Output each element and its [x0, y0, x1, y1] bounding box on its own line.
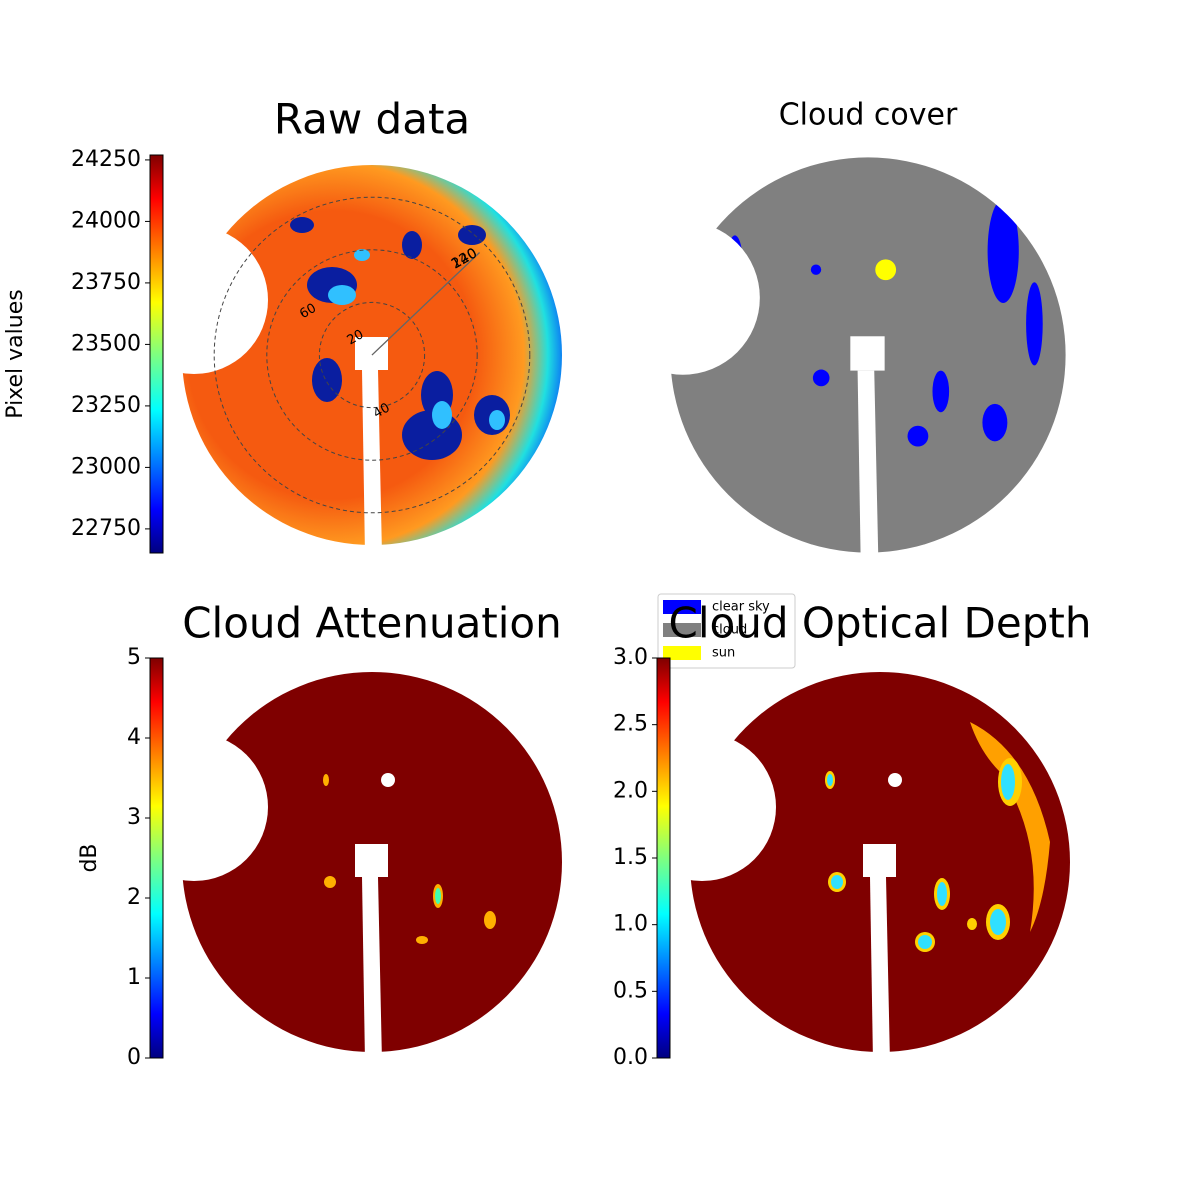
blob: [812, 369, 830, 387]
colorbar-tick-label: 23750: [71, 270, 141, 295]
blob: [967, 918, 977, 930]
sun-hole: [888, 773, 902, 787]
panel-title: Raw data: [274, 95, 470, 144]
blob: [810, 264, 822, 275]
colorbar: [656, 657, 671, 1059]
colorbar-tick-label: 1: [127, 965, 141, 990]
blob: [1001, 764, 1015, 800]
blob: [987, 199, 1019, 303]
colorbar-tick-label: 1.0: [613, 912, 648, 937]
legend-swatch: [663, 600, 701, 614]
colorbar-tick-label: 24250: [71, 147, 141, 172]
panel-title: Cloud Optical Depth: [669, 599, 1092, 648]
sky-panel: [680, 662, 1080, 1062]
blob: [323, 774, 329, 786]
blob: [324, 876, 336, 888]
blob: [435, 888, 441, 904]
colorbar-tick-label: 24000: [71, 208, 141, 233]
sun-hole: [381, 773, 395, 787]
blob: [1026, 282, 1043, 366]
colorbar-label: dB: [77, 843, 102, 872]
blob: [726, 235, 744, 298]
sky-panel: [172, 662, 572, 1062]
colorbar-tick-label: 3.0: [613, 645, 648, 670]
blob: [907, 425, 929, 447]
legend-label: cloud: [712, 623, 747, 638]
blob: [432, 401, 452, 429]
polar-r-label: 40: [371, 400, 393, 421]
legend-swatch: [663, 646, 701, 660]
colorbar-tick-label: 4: [127, 725, 141, 750]
colorbar-tick-label: 22750: [71, 516, 141, 541]
colorbar-tick-label: 3: [127, 805, 141, 830]
blob: [932, 370, 950, 413]
colorbar-tick-label: 23250: [71, 393, 141, 418]
sky-image-group: [680, 662, 1080, 1062]
sky-image-group: [172, 662, 572, 1062]
blob: [354, 249, 370, 261]
polar-angle-line: [371, 252, 480, 356]
colorbar-tick-label: 2.0: [613, 778, 648, 803]
polar-r-label: 60: [297, 301, 319, 322]
polar-grid-circle: [318, 301, 426, 409]
polar-grid-circle: [266, 249, 478, 461]
sky-image: [172, 662, 572, 1062]
legend: clear sky cloud sun: [657, 593, 796, 669]
colorbar-tick-label: 2: [127, 885, 141, 910]
blob: [416, 936, 428, 944]
blob: [918, 935, 932, 949]
colorbar-tick-label: 23500: [71, 331, 141, 356]
colorbar-tick-label: 0: [127, 1045, 141, 1070]
colorbar-tick-label: 23000: [71, 454, 141, 479]
blob: [484, 911, 496, 929]
blob: [328, 285, 356, 305]
blob: [990, 909, 1006, 935]
colorbar-tick-label: 1.5: [613, 845, 648, 870]
panel-title: Cloud Attenuation: [182, 599, 562, 648]
colorbar: [149, 154, 164, 554]
colorbar-label: Pixel values: [3, 289, 28, 418]
panel-title: Cloud cover: [779, 98, 958, 133]
sky-panel: [660, 147, 1076, 563]
polar-r-label: 20: [345, 327, 367, 348]
colorbar-tick-label: 2.5: [613, 712, 648, 737]
blob: [489, 410, 505, 430]
legend-label: clear sky: [712, 600, 770, 615]
legend-label: sun: [712, 646, 735, 661]
blob: [290, 217, 314, 233]
sun: [875, 259, 897, 281]
blob: [982, 403, 1008, 442]
blob: [312, 358, 342, 402]
sky-image: [660, 147, 1076, 563]
blob: [458, 225, 486, 245]
colorbar-tick-label: 5: [127, 645, 141, 670]
polar-grid-circle: [213, 196, 531, 514]
blob: [402, 231, 422, 259]
colorbar-tick-label: 0.5: [613, 978, 648, 1003]
blob: [831, 875, 843, 889]
sky-image: [680, 662, 1080, 1062]
colorbar: [149, 657, 164, 1059]
blob: [937, 882, 947, 906]
sky-image-group: [660, 147, 1076, 563]
blob: [827, 774, 833, 786]
blob: [402, 410, 462, 460]
colorbar-tick-label: 0.0: [613, 1045, 648, 1070]
legend-swatch: [663, 623, 701, 637]
